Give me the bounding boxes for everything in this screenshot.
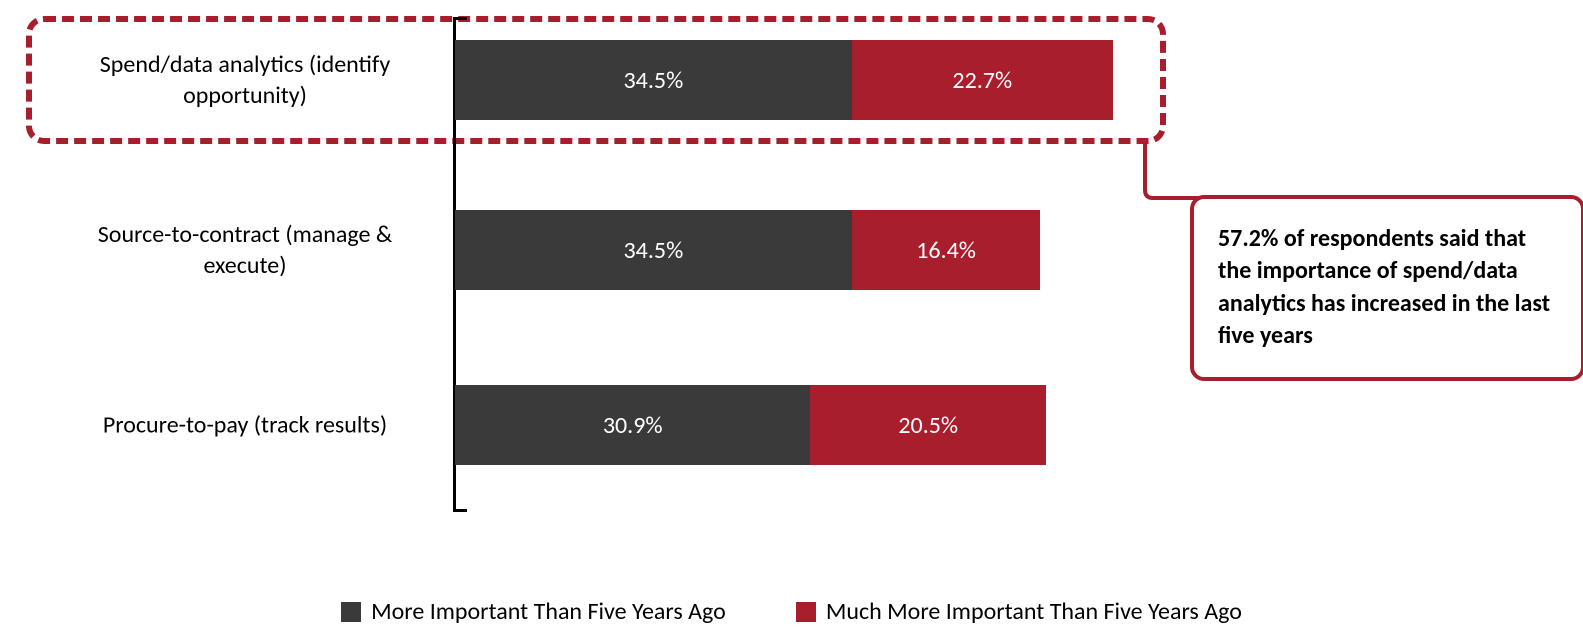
bar-container: 30.9% 20.5% <box>455 385 1046 465</box>
bar-segment-much-more-important: 16.4% <box>852 210 1041 290</box>
bar-segment-much-more-important: 22.7% <box>852 40 1113 120</box>
legend: More Important Than Five Years Ago Much … <box>0 597 1583 626</box>
bar-segment-more-important: 30.9% <box>455 385 810 465</box>
bar-container: 34.5% 22.7% <box>455 40 1113 120</box>
legend-item: Much More Important Than Five Years Ago <box>796 597 1242 626</box>
bar-segment-more-important: 34.5% <box>455 40 852 120</box>
legend-swatch <box>796 602 816 622</box>
category-label: Source-to-contract (manage & execute) <box>60 219 430 281</box>
bar-value-label: 34.5% <box>624 66 684 95</box>
category-label: Procure-to-pay (track results) <box>60 409 430 440</box>
bar-value-label: 22.7% <box>952 66 1012 95</box>
bar-row: Spend/data analytics (identify opportuni… <box>60 40 1530 120</box>
axis-tick-bottom <box>453 509 467 512</box>
category-label: Spend/data analytics (identify opportuni… <box>60 49 430 111</box>
bar-value-label: 30.9% <box>603 411 663 440</box>
legend-item: More Important Than Five Years Ago <box>341 597 726 626</box>
axis-tick-top <box>453 17 467 20</box>
legend-label: More Important Than Five Years Ago <box>371 597 726 626</box>
legend-swatch <box>341 602 361 622</box>
chart-area: Spend/data analytics (identify opportuni… <box>60 10 1530 560</box>
bar-value-label: 34.5% <box>624 236 684 265</box>
bar-value-label: 16.4% <box>916 236 976 265</box>
bar-value-label: 20.5% <box>898 411 958 440</box>
bar-row: Procure-to-pay (track results) 30.9% 20.… <box>60 385 1530 465</box>
bar-segment-much-more-important: 20.5% <box>810 385 1046 465</box>
callout-box: 57.2% of respondents said that the impor… <box>1190 195 1583 381</box>
bar-segment-more-important: 34.5% <box>455 210 852 290</box>
legend-label: Much More Important Than Five Years Ago <box>826 597 1242 626</box>
callout-text: 57.2% of respondents said that the impor… <box>1218 224 1550 350</box>
bar-container: 34.5% 16.4% <box>455 210 1040 290</box>
